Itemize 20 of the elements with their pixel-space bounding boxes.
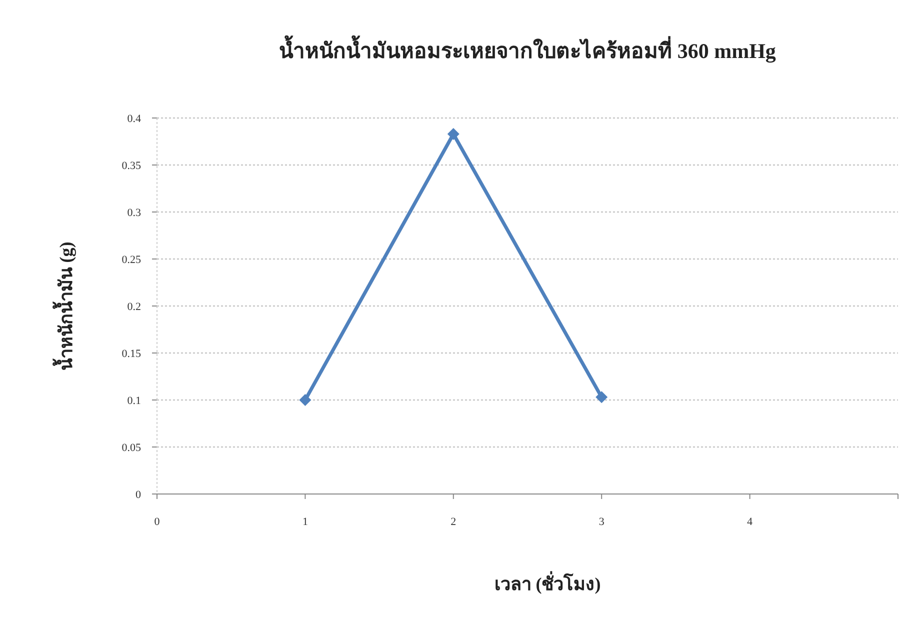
point bbox=[299, 394, 312, 406]
y-tick-label: 0.25 bbox=[122, 254, 142, 266]
y-tick-label: 0 bbox=[136, 489, 142, 501]
y-tick-label: 0.35 bbox=[122, 160, 142, 172]
y-tick-label: 0.05 bbox=[122, 442, 142, 454]
point bbox=[447, 128, 460, 140]
x-tick-label: 2 bbox=[450, 516, 456, 528]
x-tick-label: 3 bbox=[598, 516, 605, 528]
x-tick-label: 0 bbox=[154, 516, 160, 528]
x-axis-title: เวลา (ชั่วโมง) bbox=[494, 571, 601, 594]
y-tick-label: 0.3 bbox=[127, 207, 142, 219]
y-tick-label: 0.4 bbox=[127, 113, 142, 125]
y-tick-label: 0.2 bbox=[127, 301, 141, 313]
chart-title: น้ำหนักน้ำมันหอมระเหยจากใบตะไคร้หอมที่ 360 mmHg bbox=[279, 35, 776, 63]
x-tick-label: 4 bbox=[747, 516, 754, 528]
y-tick-label: 0.1 bbox=[127, 395, 141, 407]
y-tick-label: 0.15 bbox=[122, 348, 142, 360]
x-tick-label: 1 bbox=[302, 516, 308, 528]
point bbox=[596, 391, 608, 404]
y-axis-title: น้ำหนักน้ำมัน (g) bbox=[52, 242, 76, 370]
